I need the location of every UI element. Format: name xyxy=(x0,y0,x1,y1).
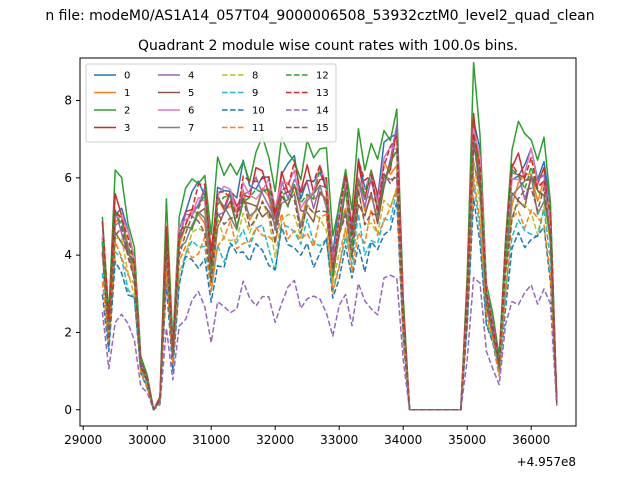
legend-label-10: 10 xyxy=(252,106,265,117)
y-axis: 0 2 4 6 8 xyxy=(64,94,80,417)
legend-label-3: 3 xyxy=(124,123,130,134)
legend-label-15: 15 xyxy=(316,123,329,134)
legend-label-12: 12 xyxy=(316,71,329,82)
plot-lines xyxy=(101,61,558,411)
x-axis: 29000 30000 31000 32000 33000 34000 35000 36000 xyxy=(64,426,550,447)
x-tick-label: 30000 xyxy=(128,433,166,447)
y-tick-label: 6 xyxy=(64,171,72,185)
chart-title: Quadrant 2 module wise count rates with … xyxy=(138,38,518,54)
y-tick-label: 0 xyxy=(64,403,72,417)
legend-label-6: 6 xyxy=(188,106,194,117)
legend-label-13: 13 xyxy=(316,88,329,99)
x-tick-label: 34000 xyxy=(384,433,422,447)
series-line-15 xyxy=(101,143,558,411)
x-offset-label: +4.957e8 xyxy=(517,455,576,469)
x-tick-label: 31000 xyxy=(192,433,230,447)
x-tick-label: 32000 xyxy=(256,433,294,447)
y-tick-label: 4 xyxy=(64,248,72,262)
legend-box xyxy=(85,63,337,143)
legend-label-9: 9 xyxy=(252,88,258,99)
x-tick-label: 29000 xyxy=(64,433,102,447)
legend-label-5: 5 xyxy=(188,88,194,99)
x-tick-label: 33000 xyxy=(320,433,358,447)
y-tick-label: 8 xyxy=(64,94,72,108)
series-line-8 xyxy=(101,160,558,411)
y-tick-label: 2 xyxy=(64,325,72,339)
legend-label-1: 1 xyxy=(124,88,130,99)
legend-label-2: 2 xyxy=(124,106,130,117)
legend-label-11: 11 xyxy=(252,123,265,134)
x-tick-label: 35000 xyxy=(448,433,486,447)
x-tick-label: 36000 xyxy=(512,433,550,447)
legend-label-0: 0 xyxy=(124,71,130,82)
legend-label-7: 7 xyxy=(188,123,194,134)
series-line-14 xyxy=(101,274,558,411)
series-line-13 xyxy=(101,132,558,411)
legend-label-8: 8 xyxy=(252,71,258,82)
legend-label-4: 4 xyxy=(188,71,194,82)
figure-suptitle: n file: modeM0/AS1A14_057T04_9000006508_… xyxy=(45,8,594,24)
series-line-10 xyxy=(101,197,558,411)
legend-label-14: 14 xyxy=(316,106,329,117)
axes-frame xyxy=(79,57,577,427)
